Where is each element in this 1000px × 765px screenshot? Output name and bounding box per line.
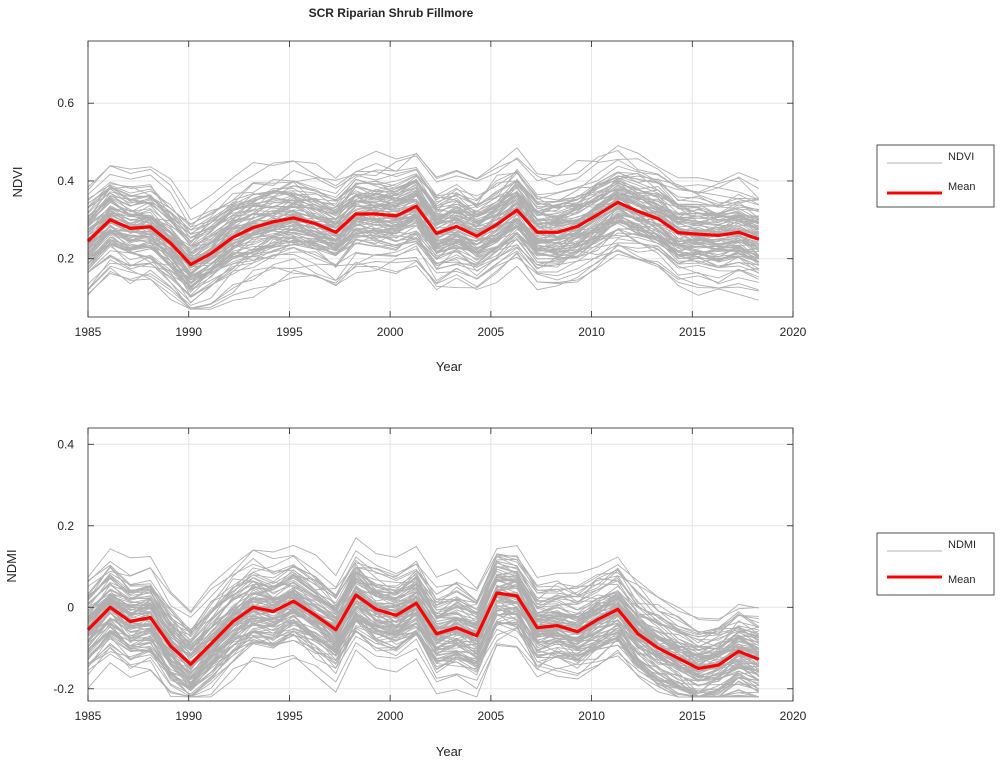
ndmi-x-tick-label: 2020 xyxy=(780,709,807,723)
ndmi-y-axis-label: NDMI xyxy=(4,549,19,582)
ndvi-individual-line xyxy=(87,253,759,310)
ndvi-mean-line-layer xyxy=(86,200,760,267)
ndvi-individual-line xyxy=(87,232,760,291)
ndvi-x-tick-label: 2015 xyxy=(679,325,706,339)
ndvi-x-tick-label: 2010 xyxy=(578,325,605,339)
ndmi-individual-line xyxy=(87,596,760,686)
ndmi-individual-line xyxy=(87,627,759,698)
ndmi-individual-line xyxy=(87,537,759,620)
ndvi-legend-series-label: NDVI xyxy=(948,151,974,163)
ndvi-individual-line xyxy=(87,179,759,228)
ndmi-individual-line xyxy=(87,559,759,648)
ndmi-individual-line xyxy=(87,553,759,635)
ndvi-individual-line xyxy=(87,155,760,221)
ndmi-mean-line-layer xyxy=(86,591,760,671)
ndmi-individual-line xyxy=(87,621,759,690)
ndvi-mean-line xyxy=(86,200,760,267)
ndmi-individual-line xyxy=(87,549,759,622)
ndvi-individual-line xyxy=(87,208,759,274)
ndvi-individual-line xyxy=(87,228,759,284)
ndmi-y-tick-label: -0.2 xyxy=(53,682,74,696)
ndvi-x-tick-label: 2020 xyxy=(780,325,807,339)
ndmi-individual-line xyxy=(87,606,760,687)
ndmi-x-ticks: 1985 1990 1995 2000 2005 2010 2015 2020 xyxy=(75,428,807,723)
ndmi-individual-line xyxy=(87,576,759,656)
ndvi-individual-line xyxy=(87,212,759,279)
ndvi-individual-line xyxy=(87,192,759,257)
ndmi-x-tick-label: 1995 xyxy=(276,709,303,723)
ndvi-x-ticks: 1985 1990 1995 2000 2005 2010 2015 2020 xyxy=(75,41,807,339)
ndmi-individual-line xyxy=(87,602,760,675)
ndmi-individual-line xyxy=(87,642,759,698)
ndvi-individual-line xyxy=(87,218,759,285)
ndvi-x-tick-label: 2000 xyxy=(377,325,404,339)
ndmi-legend: NDMI Mean xyxy=(876,532,995,596)
ndvi-legend-box xyxy=(876,144,995,208)
ndmi-individual-line xyxy=(87,585,760,670)
ndmi-individual-line xyxy=(87,562,759,635)
ndmi-individual-line xyxy=(87,643,759,698)
ndmi-axes-frame xyxy=(87,427,794,702)
ndmi-individual-lines xyxy=(87,537,760,698)
ndvi-x-tick-label: 1985 xyxy=(75,325,102,339)
ndmi-individual-line xyxy=(87,578,759,667)
ndmi-legend-mean-label: Mean xyxy=(948,574,976,586)
ndvi-y-tick-label: 0.4 xyxy=(57,174,74,188)
ndvi-y-tick-label: 0.6 xyxy=(57,96,74,110)
ndmi-individual-line xyxy=(87,612,759,698)
ndmi-panel: 1985 1990 1995 2000 2005 2010 2015 2020 -0.2 0 0.… xyxy=(4,427,995,759)
ndvi-x-axis-label: Year xyxy=(436,359,463,374)
ndvi-individual-line xyxy=(87,185,759,238)
ndvi-individual-line xyxy=(87,205,760,281)
ndmi-x-axis-label: Year xyxy=(436,744,463,759)
ndmi-legend-series-label: NDMI xyxy=(948,539,976,551)
ndmi-y-tick-label: 0.2 xyxy=(57,519,74,533)
ndmi-x-tick-label: 2010 xyxy=(578,709,605,723)
ndmi-individual-line xyxy=(87,566,760,643)
ndvi-individual-line xyxy=(87,195,759,264)
ndmi-y-tick-label: 0.4 xyxy=(57,437,74,451)
ndvi-y-tick-label: 0.2 xyxy=(57,252,74,266)
ndvi-panel: 1985 1990 1995 2000 2005 2010 2015 2020 0.20.40… xyxy=(10,40,995,374)
ndvi-individual-line xyxy=(87,245,759,310)
ndvi-individual-line xyxy=(87,145,759,210)
ndmi-x-tick-label: 2005 xyxy=(478,709,505,723)
ndmi-y-tick-label: 0 xyxy=(67,600,74,614)
ndmi-individual-line xyxy=(87,601,760,682)
ndmi-y-ticks: -0.2 0 0.2 0.4 xyxy=(53,437,793,696)
ndvi-y-axis-label: NDVI xyxy=(10,166,25,197)
ndvi-individual-lines xyxy=(87,145,760,310)
ndvi-x-tick-label: 2005 xyxy=(478,325,505,339)
ndvi-individual-line xyxy=(87,228,759,287)
ndvi-legend-mean-label: Mean xyxy=(948,181,976,193)
ndvi-x-tick-label: 1990 xyxy=(175,325,202,339)
ndvi-axes-frame xyxy=(87,40,794,318)
ndmi-x-tick-label: 1990 xyxy=(175,709,202,723)
ndmi-individual-line xyxy=(87,608,759,698)
ndvi-individual-line xyxy=(87,173,759,247)
ndvi-individual-line xyxy=(87,169,759,235)
ndmi-x-tick-label: 2015 xyxy=(679,709,706,723)
ndvi-individual-line xyxy=(87,191,759,249)
ndvi-legend: NDVI Mean xyxy=(876,144,995,208)
ndvi-y-ticks: 0.2 0.4 0.6 xyxy=(57,96,793,266)
ndmi-mean-line xyxy=(86,591,760,671)
ndvi-individual-line xyxy=(87,165,759,225)
ndmi-x-tick-label: 1985 xyxy=(75,709,102,723)
ndvi-x-tick-label: 1995 xyxy=(276,325,303,339)
ndvi-individual-line xyxy=(87,213,760,290)
ndvi-individual-line xyxy=(87,228,759,290)
ndvi-individual-line xyxy=(87,175,759,253)
figure-title: SCR Riparian Shrub Fillmore xyxy=(309,6,474,20)
ndmi-x-tick-label: 2000 xyxy=(377,709,404,723)
ndmi-legend-box xyxy=(876,532,995,596)
